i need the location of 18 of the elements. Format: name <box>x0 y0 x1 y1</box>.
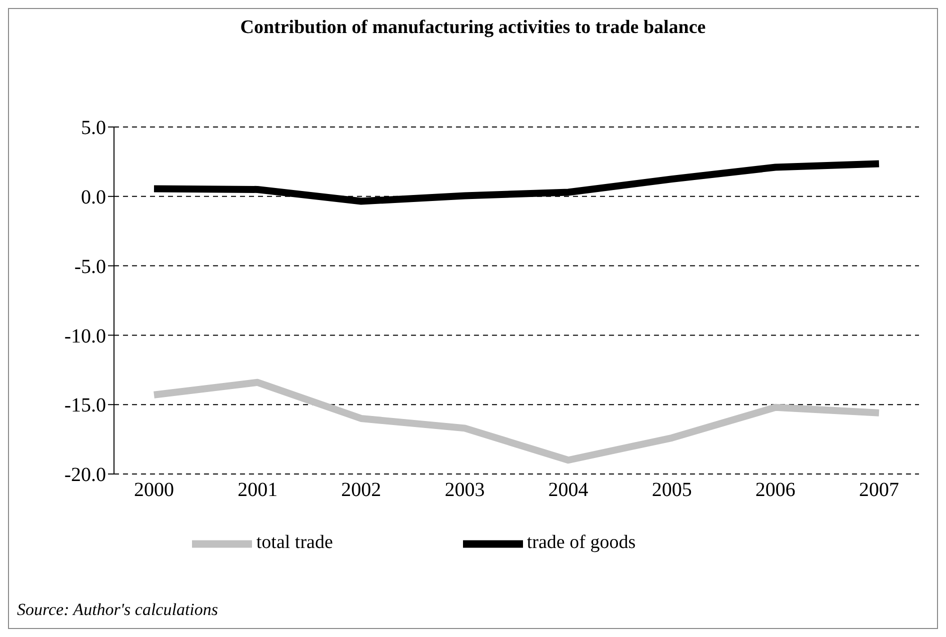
x-tick-label: 2007 <box>859 479 899 502</box>
x-tick-label: 2005 <box>652 479 692 502</box>
x-tick-label: 2001 <box>238 479 278 502</box>
legend-label: total trade <box>256 532 333 554</box>
y-tick-label: 0.0 <box>81 186 106 208</box>
y-tick-label: -10.0 <box>64 325 106 348</box>
y-tick-label: 5.0 <box>81 117 106 140</box>
x-tick-label: 2002 <box>341 479 382 502</box>
legend-label: trade of goods <box>526 532 636 554</box>
y-tick-label: -5.0 <box>74 256 106 278</box>
chart-title: Contribution of manufacturing activities to trade balance <box>239 17 707 39</box>
x-tick-label: 2000 <box>134 479 174 502</box>
y-tick-label: -15.0 <box>64 394 106 417</box>
source-note: Source: Author's calculations <box>17 600 218 620</box>
x-tick-label: 2004 <box>548 479 588 502</box>
x-tick-label: 2006 <box>755 479 796 502</box>
y-tick-label: -20.0 <box>64 464 106 486</box>
x-tick-label: 2003 <box>444 479 485 502</box>
